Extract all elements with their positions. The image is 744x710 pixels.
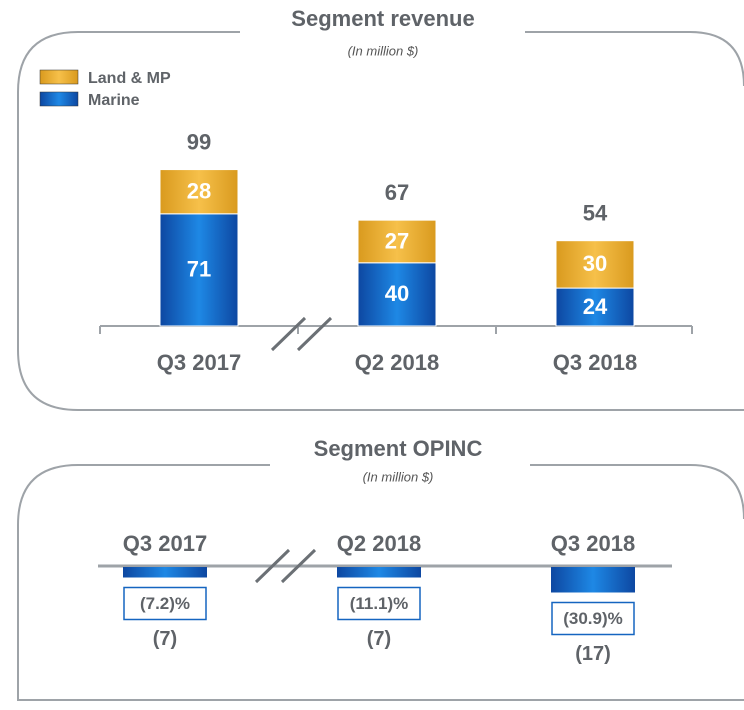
bar-segment — [357, 219, 437, 264]
data-label: 40 — [385, 281, 409, 306]
total-label: 99 — [187, 129, 211, 154]
legend-label: Land & MP — [88, 70, 171, 87]
legend-label: Marine — [88, 92, 140, 109]
margin-box — [123, 586, 207, 621]
data-label: 27 — [385, 228, 409, 253]
x-tick-label: Q2 2018 — [355, 350, 439, 375]
margin-box — [337, 586, 421, 621]
x-tick-label: Q3 2018 — [551, 531, 635, 556]
data-label: (7) — [367, 628, 391, 650]
bar — [123, 567, 207, 578]
data-label: 24 — [583, 294, 608, 319]
total-label: 54 — [583, 200, 608, 225]
data-label: (7) — [153, 628, 177, 650]
x-tick-label: Q2 2018 — [337, 531, 421, 556]
bar-segment — [555, 287, 635, 327]
bar-segment — [159, 169, 239, 215]
bar-segment — [555, 240, 635, 289]
data-label: 28 — [187, 179, 211, 204]
margin-label: (30.9)% — [563, 609, 623, 628]
data-label: (17) — [575, 643, 611, 665]
total-label: 67 — [385, 180, 409, 205]
chart-subtitle: (In million $) — [348, 43, 419, 58]
data-label: 71 — [187, 257, 211, 282]
x-tick-label: Q3 2017 — [123, 531, 207, 556]
data-label: 30 — [583, 251, 607, 276]
axis-break — [254, 548, 317, 584]
margin-box — [551, 601, 635, 636]
axis-separator — [99, 326, 693, 334]
chart-subtitle: (In million $) — [363, 469, 434, 484]
chart-title: Segment OPINC — [314, 436, 483, 461]
frame — [17, 31, 744, 411]
x-tick-label: Q3 2017 — [157, 350, 241, 375]
bar — [551, 567, 635, 593]
bar-segment — [159, 213, 239, 327]
legend-swatch — [39, 91, 79, 107]
frame — [17, 464, 744, 701]
bar — [337, 567, 421, 578]
margin-label: (7.2)% — [140, 594, 190, 613]
margin-label: (11.1)% — [350, 594, 409, 613]
chart-title: Segment revenue — [291, 6, 474, 31]
legend-swatch — [39, 69, 79, 85]
bar-segment — [357, 262, 437, 327]
x-tick-label: Q3 2018 — [553, 350, 637, 375]
axis-break — [270, 316, 333, 352]
